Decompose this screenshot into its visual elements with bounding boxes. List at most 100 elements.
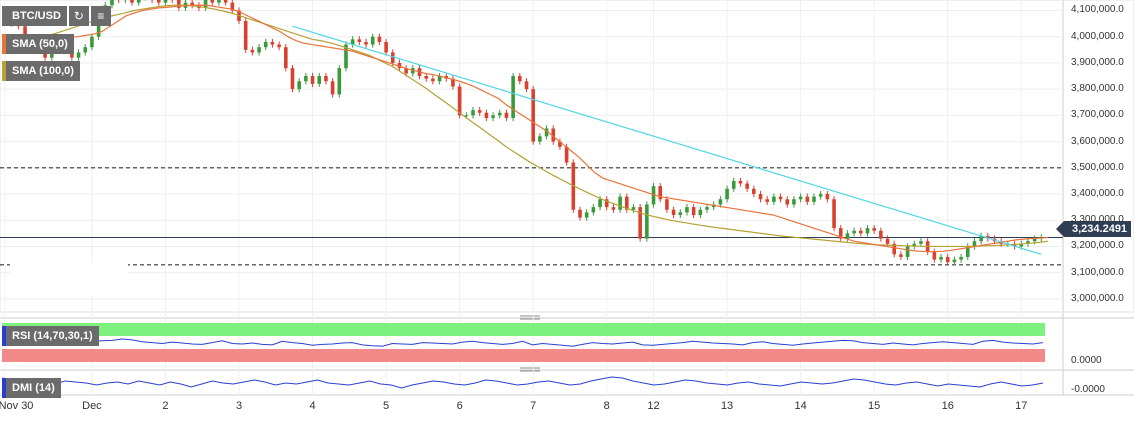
candle-body: [1026, 241, 1030, 244]
sma50-label[interactable]: SMA (50,0): [2, 34, 74, 54]
candle-body: [604, 199, 609, 208]
candle-body: [725, 188, 729, 200]
candle-body: [317, 76, 322, 84]
candle-body: [665, 199, 669, 210]
candle-body: [685, 207, 689, 213]
candle-body: [350, 39, 355, 45]
candle-body: [431, 78, 435, 82]
price-panel-frame: [0, 0, 1134, 313]
rsi-label[interactable]: RSI (14,70,30,1): [2, 326, 99, 346]
candle-body: [390, 52, 395, 63]
candle-body: [939, 256, 943, 260]
candle-body: [263, 41, 268, 48]
candle-body: [932, 251, 937, 260]
candle-body: [624, 196, 629, 210]
candle-body: [845, 233, 850, 239]
candle-body: [163, 0, 168, 3]
x-tick-label: 8: [603, 400, 610, 412]
candle-body: [778, 196, 783, 200]
candle-body: [284, 47, 288, 69]
candle-body: [1019, 243, 1024, 247]
y-tick-label: 3,900,000.0: [1071, 56, 1124, 68]
candle-body: [879, 230, 883, 239]
candle-body: [464, 115, 469, 117]
x-tick-label: Nov 30: [0, 400, 34, 412]
candle-body: [177, 0, 181, 8]
candle-body: [892, 243, 897, 255]
candle-body: [190, 2, 195, 6]
rsi-legend: RSI (14,70,30,1): [2, 326, 99, 346]
y-tick-label: 3,400,000.0: [1071, 188, 1124, 200]
candle-body: [451, 78, 455, 87]
candle-body: [377, 36, 382, 42]
candle-body: [765, 199, 769, 202]
candle-body: [531, 89, 535, 142]
candle-body: [872, 228, 876, 231]
x-tick-label: 12: [647, 400, 660, 412]
candle-body: [558, 141, 562, 147]
candle-body: [364, 41, 368, 45]
refresh-icon[interactable]: ↻: [68, 6, 89, 26]
candle-body: [270, 41, 275, 45]
candle-body: [591, 207, 596, 213]
candle-body: [491, 115, 495, 118]
candle-body: [885, 238, 890, 244]
candle-body: [83, 47, 88, 53]
trendline: [292, 25, 1042, 255]
dmi-label[interactable]: DMI (14): [2, 378, 61, 398]
candle-body: [243, 20, 248, 50]
candle-body: [772, 196, 776, 202]
x-tick-label: 17: [1015, 400, 1028, 412]
y-tick-label: 3,000,000.0: [1071, 292, 1124, 304]
dmi-line: [1, 376, 1044, 389]
candle-body: [899, 254, 903, 257]
candle-body: [90, 36, 94, 48]
candle-body: [223, 0, 228, 3]
rsi-axis-label: 0.0000: [1071, 355, 1102, 366]
candle-body: [344, 44, 348, 69]
x-tick-label: 16: [941, 400, 954, 412]
candle-body: [511, 76, 515, 118]
candle-body: [618, 196, 622, 210]
sma100-label[interactable]: SMA (100,0): [2, 61, 80, 81]
x-tick-label: 15: [868, 400, 881, 412]
candle-body: [671, 209, 676, 215]
x-tick-label: 4: [309, 400, 316, 412]
candle-body: [972, 241, 977, 247]
candle-body: [598, 199, 602, 208]
candle-body: [484, 112, 489, 118]
candle-body: [919, 241, 923, 244]
y-tick-label: 3,100,000.0: [1071, 266, 1124, 278]
dmi-legend: DMI (14): [2, 378, 61, 398]
candle-body: [631, 207, 636, 210]
candle-body: [1012, 243, 1017, 247]
sma50-legend: SMA (50,0): [2, 34, 74, 54]
y-tick-label: 4,000,000.0: [1071, 30, 1124, 42]
candle-body: [310, 76, 315, 84]
candle-body: [424, 76, 429, 79]
candle-body: [230, 2, 235, 11]
candle-body: [384, 41, 388, 53]
candle-body: [136, 0, 141, 3]
candle-body: [578, 209, 582, 218]
candle-body: [731, 180, 736, 189]
candle-body: [838, 228, 843, 239]
candle-body: [130, 0, 134, 3]
candle-body: [705, 207, 709, 210]
symbol-label[interactable]: BTC/USD: [2, 6, 67, 26]
candle-body: [818, 194, 823, 197]
candle-body: [912, 243, 917, 247]
candle-body: [304, 76, 308, 82]
candle-body: [504, 112, 509, 118]
candle-body: [551, 128, 556, 142]
candle-body: [745, 183, 749, 189]
candle-body: [785, 199, 790, 205]
candle-body: [945, 256, 950, 263]
candle-body: [752, 188, 756, 195]
bar-chart-icon[interactable]: ≡: [90, 6, 111, 26]
candle-body: [792, 199, 796, 205]
candle-body: [210, 0, 215, 3]
candle-body: [497, 112, 502, 116]
candle-body: [805, 196, 810, 202]
